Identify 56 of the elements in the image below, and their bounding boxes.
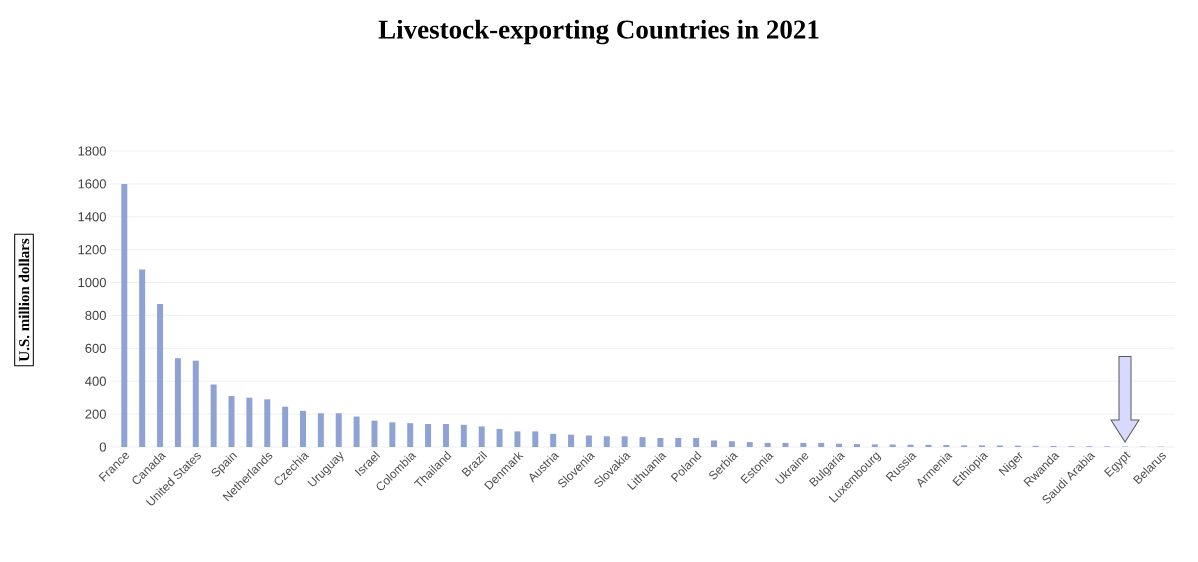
bar [728, 441, 735, 447]
bar [853, 444, 860, 447]
bar [585, 435, 592, 447]
bar [174, 358, 181, 447]
y-tick-label: 800 [85, 310, 106, 321]
bar [621, 436, 628, 447]
bar [657, 437, 664, 447]
bar [603, 436, 610, 447]
bar [764, 442, 771, 447]
bar [460, 424, 467, 447]
bar [675, 437, 682, 447]
bar [711, 440, 717, 447]
bar [532, 431, 539, 447]
y-tick-label: 400 [85, 376, 106, 386]
bar [282, 406, 289, 447]
y-tick-label: 200 [85, 409, 106, 419]
bar [568, 434, 575, 447]
bar [496, 428, 503, 447]
bar [317, 413, 324, 447]
bar [121, 183, 128, 447]
y-tick-label: 1000 [78, 277, 106, 288]
chart-title: Livestock-exporting Countries in 2021 [378, 19, 819, 45]
bar [746, 442, 753, 447]
bar [335, 413, 342, 447]
bar [425, 423, 432, 447]
bar [514, 431, 521, 447]
y-tick-label: 1400 [78, 212, 106, 222]
bar [192, 360, 199, 447]
bar [228, 396, 235, 447]
bar [782, 442, 789, 447]
bar [407, 423, 414, 447]
y-tick-label: 600 [85, 343, 106, 353]
y-tick-label: 1200 [78, 245, 106, 255]
bar [871, 444, 878, 447]
bar [371, 420, 378, 447]
bar [246, 397, 253, 447]
bar [442, 423, 449, 447]
bar [353, 416, 360, 447]
bar [210, 384, 217, 447]
bar [550, 433, 557, 447]
bar [818, 442, 825, 447]
y-tick-label: 1600 [78, 179, 106, 189]
bar [300, 410, 306, 447]
bar [639, 437, 646, 447]
y-tick-label: 1800 [78, 146, 106, 156]
y-axis-title: U.S. million dollars [18, 238, 30, 362]
bar [800, 442, 807, 447]
bar [389, 422, 396, 447]
bar [139, 269, 146, 447]
bar [925, 444, 932, 447]
bar [478, 426, 485, 447]
bar [264, 399, 271, 447]
y-tick-label: 0 [99, 442, 106, 452]
bar [693, 437, 700, 447]
bar [836, 443, 843, 447]
bar [157, 303, 164, 447]
